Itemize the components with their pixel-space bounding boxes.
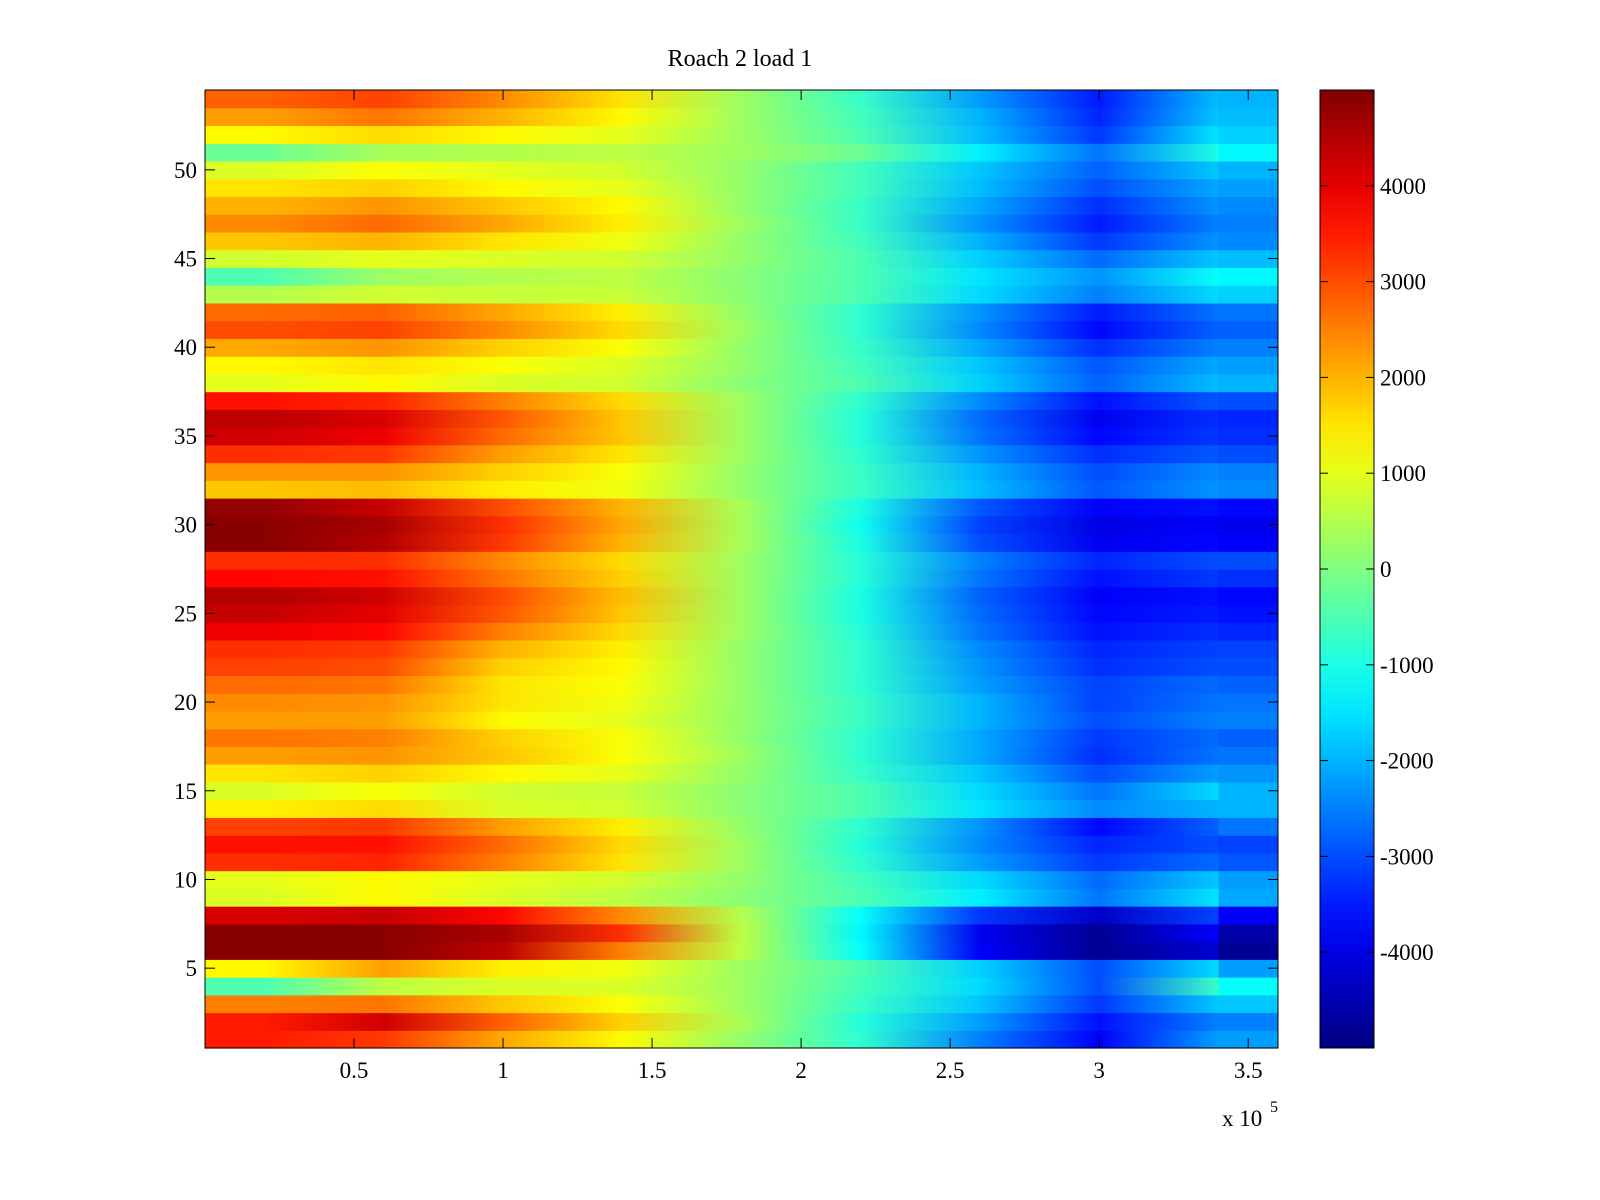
heatmap-row	[205, 657, 1278, 677]
heatmap-row	[205, 906, 1278, 925]
heatmap-row	[205, 977, 1278, 996]
plot-frame	[204, 89, 1279, 1049]
heatmap-row	[205, 817, 1278, 836]
colorbar-tick-label: 4000	[1380, 174, 1426, 199]
y-tick-label: 45	[174, 247, 197, 272]
y-tick-label: 10	[174, 867, 197, 892]
heatmap-row	[205, 693, 1278, 712]
colorbar-tick-label: -3000	[1380, 844, 1434, 869]
colorbar-tick-label: 3000	[1380, 270, 1426, 295]
heatmap-row	[205, 870, 1278, 889]
heatmap-row	[205, 710, 1278, 730]
heatmap-row	[205, 285, 1278, 304]
y-tick-label: 50	[174, 158, 197, 183]
heatmap-row	[205, 852, 1278, 872]
heatmap-row	[205, 959, 1278, 978]
x-tick-label: 2	[795, 1058, 807, 1083]
heatmap-row	[205, 143, 1278, 162]
heatmap-row	[205, 994, 1278, 1014]
heatmap-row	[205, 267, 1278, 286]
heatmap-row	[205, 320, 1278, 339]
heatmap-row	[205, 781, 1278, 801]
heatmap-row	[205, 586, 1278, 606]
heatmap-row	[205, 125, 1278, 144]
heatmap-row	[205, 1012, 1278, 1031]
heatmap-row	[205, 391, 1278, 410]
heatmap-row	[205, 941, 1278, 960]
y-tick-label: 5	[186, 956, 198, 981]
heatmap-row	[205, 373, 1278, 393]
x-tick-label: 1	[497, 1058, 509, 1083]
x-axis: 0.5 1 1.5 2 2.5 3 3.5	[340, 90, 1263, 1083]
heatmap-row	[205, 480, 1278, 499]
heatmap-row	[205, 515, 1278, 535]
x-multiplier-exponent: 5	[1270, 1099, 1278, 1116]
heatmap-row	[205, 231, 1278, 251]
y-tick-label: 35	[174, 424, 197, 449]
heatmap-row	[205, 728, 1278, 748]
colorbar-axis: 4000 3000 2000 1000 0 -1000 -2000 -3000 -4000	[1320, 174, 1434, 965]
heatmap-row	[205, 551, 1278, 570]
heatmap-cells	[205, 90, 1278, 1049]
colorbar-gradient	[1320, 90, 1374, 1048]
colorbar-tick-label: -4000	[1380, 940, 1434, 965]
heatmap-row	[205, 196, 1278, 215]
heatmap-row	[205, 498, 1278, 517]
heatmap-row	[205, 888, 1278, 907]
chart-title: Roach 2 load 1	[668, 46, 813, 72]
heatmap-row	[205, 356, 1278, 375]
y-tick-label: 15	[174, 779, 197, 804]
heatmap-row	[205, 107, 1278, 127]
y-tick-label: 20	[174, 690, 197, 715]
heatmap-row	[205, 90, 1278, 109]
colorbar-tick-label: 2000	[1380, 365, 1426, 390]
heatmap-row	[205, 427, 1278, 446]
heatmap-row	[205, 639, 1278, 659]
heatmap-row	[205, 764, 1278, 783]
colorbar-tick-label: -2000	[1380, 749, 1434, 774]
x-multiplier-base: x 10	[1222, 1106, 1262, 1131]
x-tick-label: 3	[1093, 1058, 1105, 1083]
x-tick-label: 0.5	[340, 1058, 369, 1083]
colorbar-tick-label: 1000	[1380, 461, 1426, 486]
heatmap-row	[205, 799, 1278, 818]
colorbar	[1320, 90, 1374, 1048]
x-tick-label: 1.5	[638, 1058, 667, 1083]
x-axis-multiplier: x 10 5	[1222, 1099, 1278, 1131]
heatmap-row	[205, 214, 1278, 233]
heatmap-row	[205, 444, 1278, 464]
y-tick-label: 30	[174, 513, 197, 538]
heatmap-row	[205, 160, 1278, 180]
y-tick-label: 25	[174, 601, 197, 626]
colorbar-tick-label: 0	[1380, 557, 1392, 582]
heatmap-row	[205, 249, 1278, 269]
heatmap-row	[205, 409, 1278, 428]
heatmap-row	[205, 302, 1278, 322]
x-tick-label: 2.5	[936, 1058, 965, 1083]
y-tick-label: 40	[174, 335, 197, 360]
heatmap-row	[205, 533, 1278, 552]
x-tick-label: 3.5	[1234, 1058, 1263, 1083]
heatmap-row	[205, 178, 1278, 198]
heatmap-row	[205, 604, 1278, 623]
heatmap-row	[205, 338, 1278, 357]
heatmap-row	[205, 923, 1278, 943]
heatmap-row	[205, 746, 1278, 765]
heatmap-row	[205, 569, 1278, 588]
heatmap-row	[205, 462, 1278, 481]
heatmap-row	[205, 675, 1278, 694]
heatmap-row	[205, 1030, 1278, 1049]
y-axis: 5 10 15 20 25 30 35 40 45 50	[174, 158, 1278, 981]
colorbar-tick-label: -1000	[1380, 653, 1434, 678]
heatmap-row	[205, 622, 1278, 641]
heatmap-row	[205, 835, 1278, 854]
